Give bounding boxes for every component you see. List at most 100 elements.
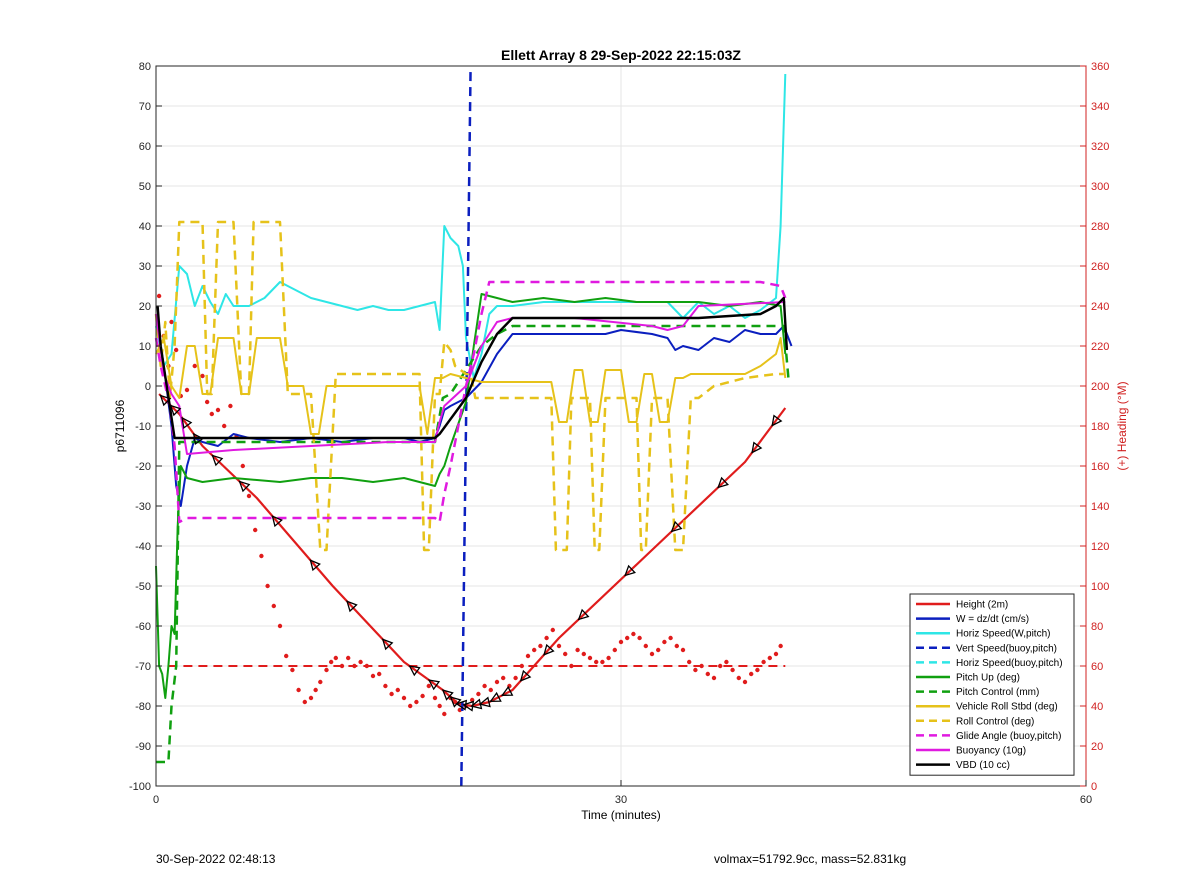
legend-label-3: Vert Speed(buoy,pitch) <box>956 643 1057 654</box>
heading-point-80 <box>631 631 636 637</box>
legend-label-9: Glide Angle (buoy,pitch) <box>956 731 1061 742</box>
legend-label-5: Pitch Up (deg) <box>956 673 1020 684</box>
legend-box <box>909 593 1075 776</box>
heading-point-104 <box>778 643 783 649</box>
heading-point-93 <box>711 675 717 681</box>
chart-title: Ellett Array 8 29-Sep-2022 22:15:03Z <box>501 47 741 63</box>
height-marker-0-1 <box>169 404 182 417</box>
y-tick-label-13: 30 <box>139 261 151 273</box>
y2-tick-label-17: 340 <box>1091 101 1109 113</box>
heading-point-22 <box>284 653 289 659</box>
heading-point-87 <box>674 643 679 649</box>
series-line-5 <box>155 293 787 699</box>
heading-point-43 <box>408 703 413 709</box>
y-tick-label-10: 0 <box>145 381 151 393</box>
height-marker-9-0 <box>489 691 502 702</box>
height-marker-5-0 <box>408 665 421 677</box>
y2-tick-label-6: 120 <box>1091 541 1109 553</box>
heading-point-69 <box>563 651 568 657</box>
heading-point-65 <box>538 643 543 649</box>
height-marker-4-1 <box>381 638 394 651</box>
y-tick-label-9: -10 <box>135 421 151 433</box>
heading-point-46 <box>426 683 431 689</box>
heading-point-102 <box>767 655 772 661</box>
heading-point-16 <box>246 493 252 499</box>
x-tick-label-2: 60 <box>1080 794 1092 806</box>
y-tick-label-6: -40 <box>135 541 151 553</box>
heading-point-31 <box>333 655 338 661</box>
y-tick-label-3: -70 <box>135 661 151 673</box>
heading-point-42 <box>401 695 407 701</box>
heading-point-7 <box>192 363 197 369</box>
footer-timestamp: 30-Sep-2022 02:48:13 <box>156 852 276 866</box>
series-line-9 <box>154 280 787 524</box>
y-tick-label-18: 80 <box>139 61 151 73</box>
height-marker-0-0 <box>159 394 172 407</box>
heading-point-0 <box>156 293 162 299</box>
heading-point-37 <box>370 673 376 679</box>
y-tick-label-0: -100 <box>129 781 151 793</box>
heading-point-49 <box>442 711 447 717</box>
heading-point-68 <box>556 643 562 649</box>
series-line-3 <box>460 65 472 787</box>
height-marker-12-1 <box>717 476 729 489</box>
height-marker-2-0 <box>211 454 224 467</box>
heading-point-28 <box>318 679 323 685</box>
heading-point-59 <box>501 675 506 681</box>
heading-point-74 <box>594 659 599 665</box>
heading-point-26 <box>308 695 314 701</box>
heading-point-48 <box>437 703 442 709</box>
height-marker-7-0 <box>455 699 468 711</box>
y2-tick-label-8: 160 <box>1091 461 1109 473</box>
footer-vehicle-params: volmax=51792.9cc, mass=52.831kg <box>714 852 907 866</box>
heading-point-23 <box>290 667 295 673</box>
legend-label-10: Buoyancy (10g) <box>956 746 1026 757</box>
heading-point-97 <box>736 675 741 681</box>
y2-axis-label: (+) Heading (°M) <box>1115 381 1129 470</box>
y2-tick-label-2: 40 <box>1091 701 1103 713</box>
heading-point-67 <box>550 627 555 633</box>
heading-point-96 <box>730 667 735 673</box>
heading-point-81 <box>637 635 642 641</box>
heading-point-6 <box>184 387 190 393</box>
heading-point-11 <box>215 407 221 413</box>
heading-point-83 <box>649 651 655 657</box>
height-marker-6-0 <box>441 689 454 701</box>
y-tick-label-4: -60 <box>135 621 151 633</box>
heading-point-78 <box>618 639 624 645</box>
y2-tick-label-15: 300 <box>1091 181 1109 193</box>
heading-point-95 <box>724 659 729 665</box>
y2-tick-label-7: 140 <box>1091 501 1109 513</box>
y-tick-label-16: 60 <box>139 141 151 153</box>
height-marker-10-1 <box>543 643 555 656</box>
heading-point-88 <box>680 647 686 653</box>
y2-tick-label-11: 220 <box>1091 341 1109 353</box>
heading-point-84 <box>656 647 661 653</box>
heading-point-85 <box>662 639 667 645</box>
heading-point-94 <box>718 663 723 669</box>
heading-point-27 <box>313 687 318 693</box>
height-marker-11-0 <box>577 608 590 621</box>
legend-label-8: Roll Control (deg) <box>956 716 1034 727</box>
height-marker-13-1 <box>771 414 783 427</box>
height-marker-1-0 <box>181 416 193 430</box>
series-layer <box>154 65 793 787</box>
heading-point-20 <box>271 603 276 609</box>
heading-point-66 <box>544 635 549 641</box>
series-line-8 <box>154 220 784 552</box>
height-marker-2-1 <box>238 480 251 493</box>
legend-label-11: VBD (10 cc) <box>956 760 1010 771</box>
y-tick-label-2: -80 <box>135 701 151 713</box>
heading-point-58 <box>494 679 500 685</box>
y-tick-label-15: 50 <box>139 181 151 193</box>
heading-point-63 <box>525 653 531 659</box>
legend-label-6: Pitch Control (mm) <box>956 687 1039 698</box>
heading-point-57 <box>488 687 493 693</box>
heading-point-17 <box>253 527 258 533</box>
y2-tick-label-0: 0 <box>1091 781 1097 793</box>
y-tick-label-5: -50 <box>135 581 151 593</box>
heading-point-8 <box>200 373 205 379</box>
heading-point-24 <box>296 687 301 693</box>
y-tick-label-1: -90 <box>135 741 151 753</box>
